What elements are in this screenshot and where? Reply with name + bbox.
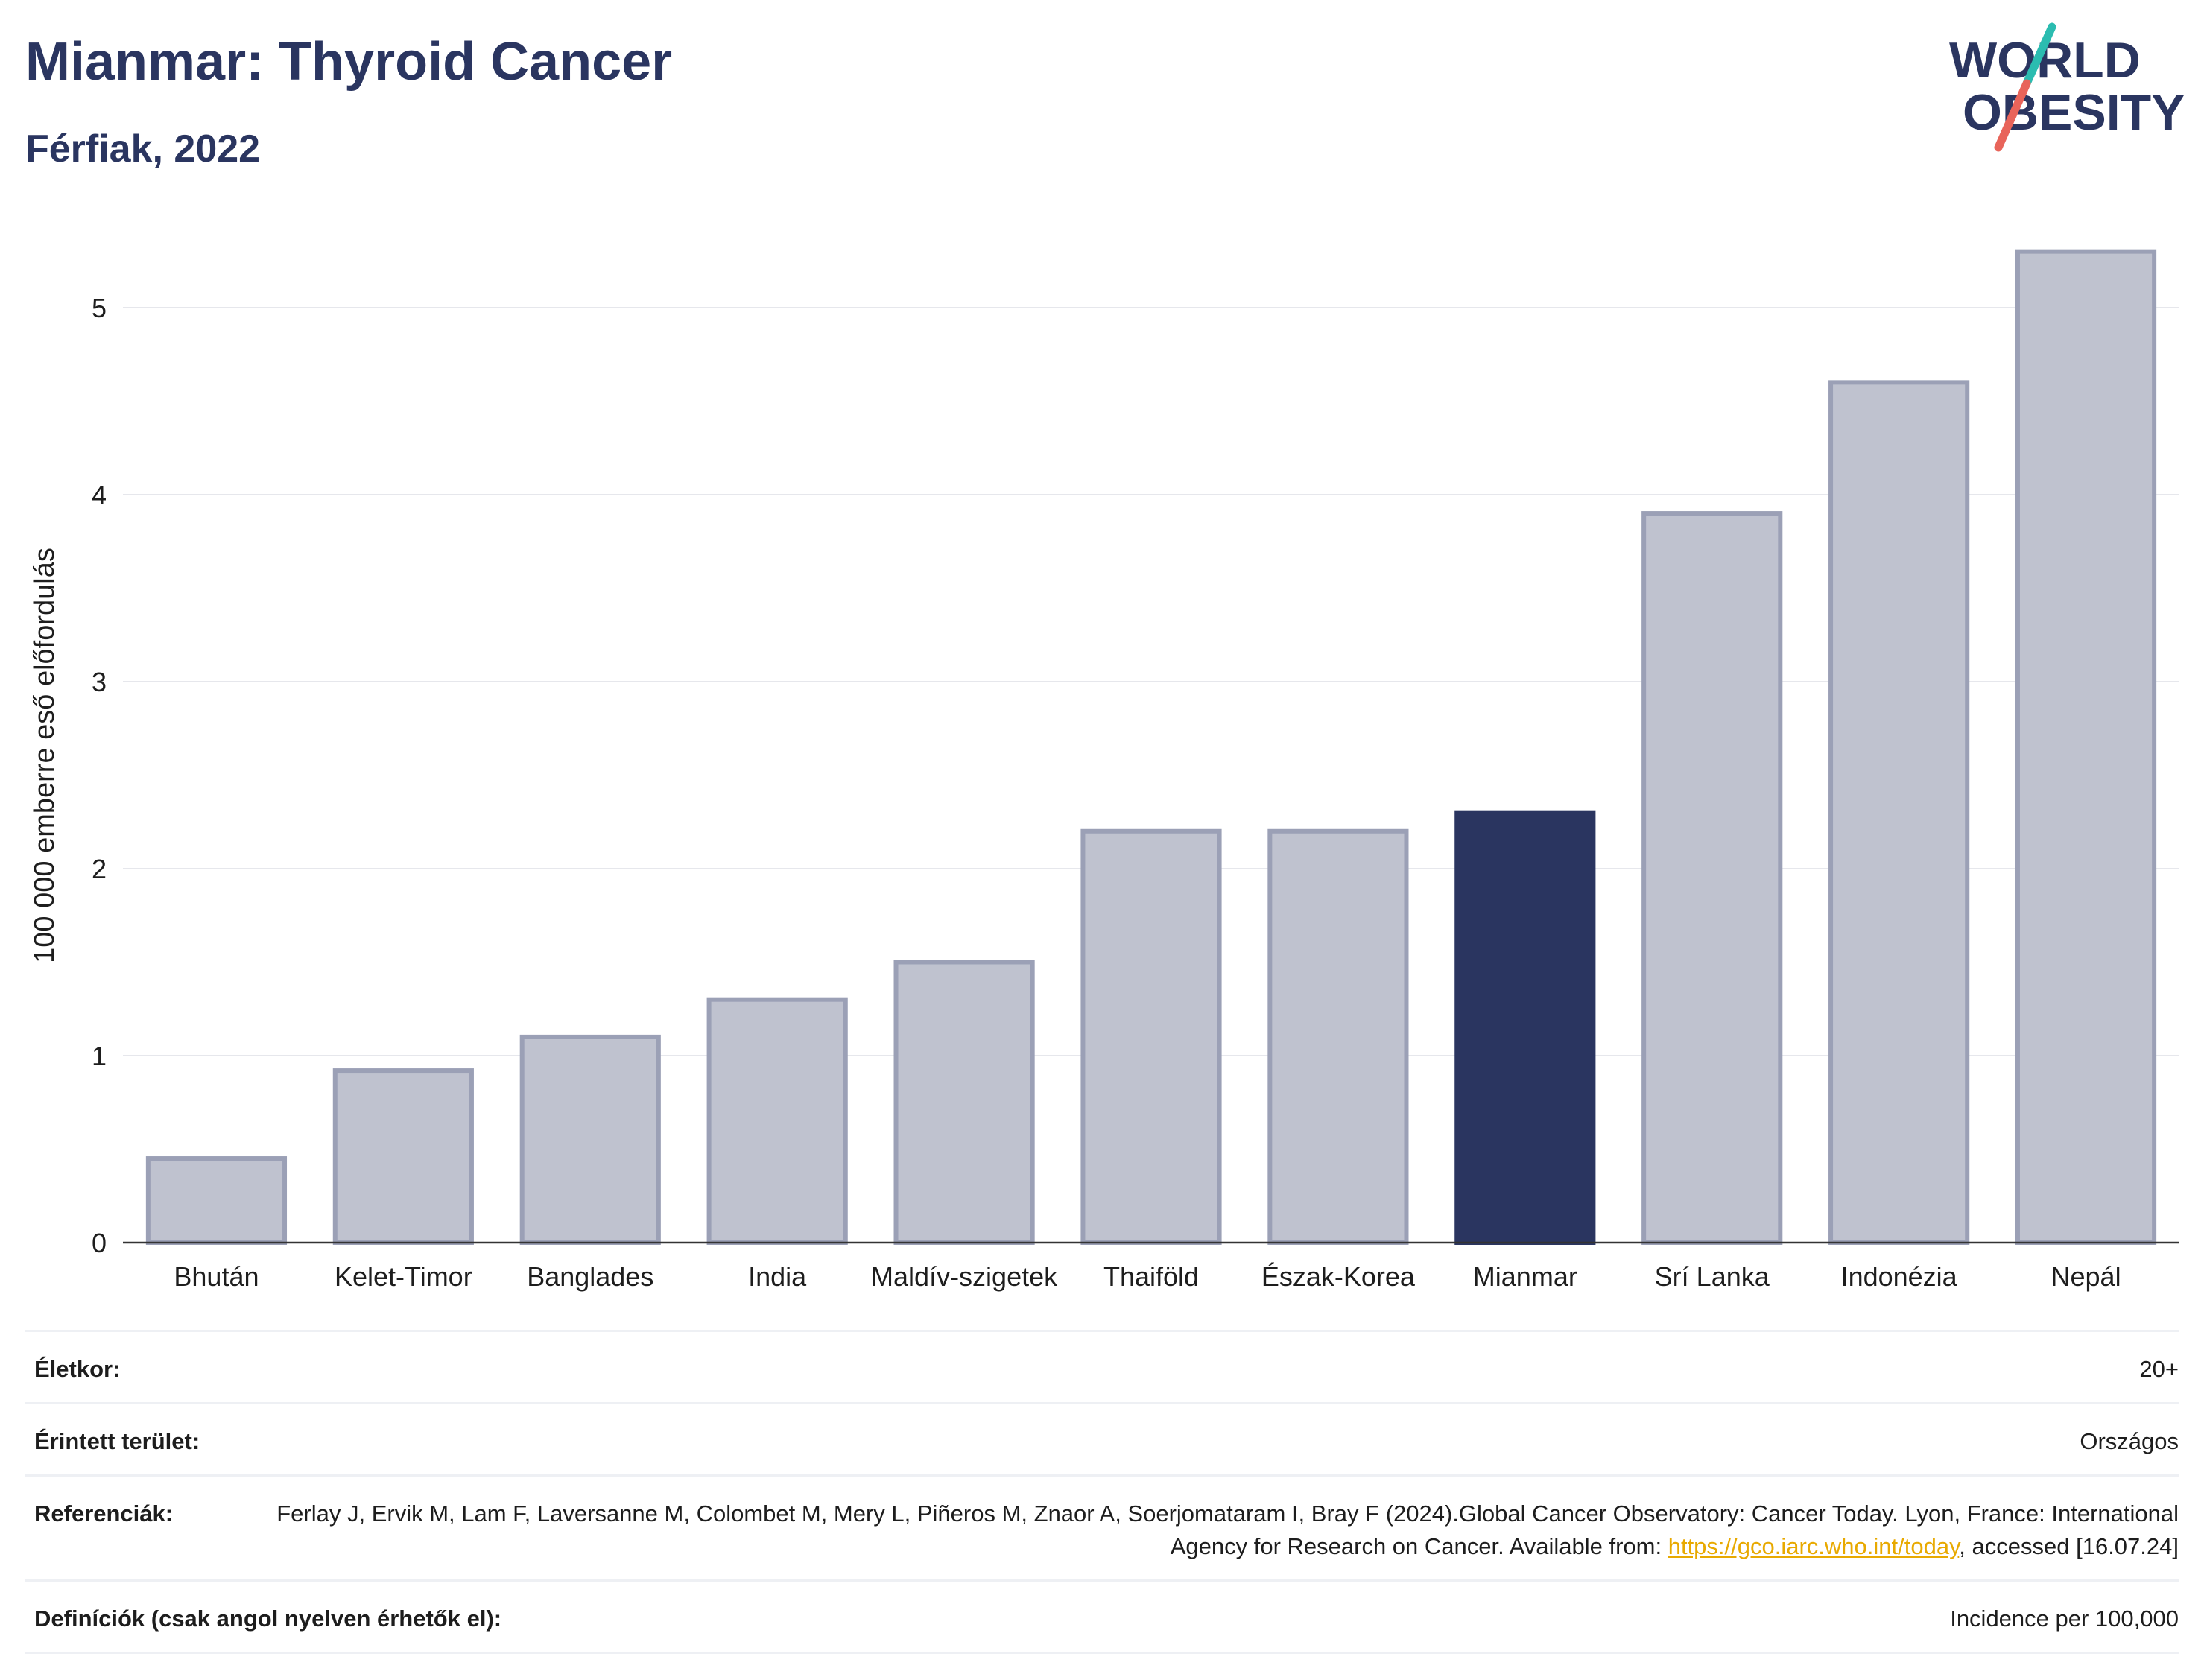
y-tick-label: 1 xyxy=(92,1041,107,1071)
meta-references-label: Referenciák: xyxy=(34,1500,174,1527)
meta-area-label: Érintett terület: xyxy=(34,1428,200,1454)
y-tick-label: 5 xyxy=(92,293,107,323)
meta-age-label: Életkor: xyxy=(34,1356,121,1382)
meta-references-value: Ferlay J, Ervik M, Lam F, Laversanne M, … xyxy=(173,1497,2179,1563)
x-tick-label: Bhután xyxy=(174,1261,259,1292)
y-tick-label: 4 xyxy=(92,480,107,510)
x-tick-label: Nepál xyxy=(2051,1261,2121,1292)
bar xyxy=(1641,511,1783,1245)
chart-subtitle: Férfiak, 2022 xyxy=(25,127,261,171)
x-tick-label: Mianmar xyxy=(1473,1261,1577,1292)
bar xyxy=(1454,810,1596,1246)
axes: 0 1 2 3 4 5 Bhután Kelet-Timor Banglades India Mal… xyxy=(92,293,2179,1292)
bar xyxy=(1828,380,1970,1245)
y-axis-label: 100 000 emberre eső előfordulás xyxy=(29,548,60,963)
x-tick-label: Észak-Korea xyxy=(1261,1261,1416,1292)
y-tick-label: 0 xyxy=(92,1228,107,1258)
logo-slash-bottom xyxy=(1994,79,2031,152)
bars xyxy=(145,249,2157,1246)
meta-area-value: Országos xyxy=(2080,1428,2179,1454)
reference-link[interactable]: https://gco.iarc.who.int/today xyxy=(1668,1533,1960,1559)
x-tick-label: Kelet-Timor xyxy=(335,1261,472,1292)
logo-text-obesity: OBESITY xyxy=(1963,84,2185,141)
bar xyxy=(706,997,848,1246)
bar xyxy=(1267,828,1409,1245)
x-tick-label: Srí Lanka xyxy=(1655,1261,1770,1292)
y-tick-label: 3 xyxy=(92,667,107,697)
reference-accessed: , accessed [16.07.24] xyxy=(1959,1533,2179,1559)
x-tick-label: Thaiföld xyxy=(1103,1261,1199,1292)
bar xyxy=(893,960,1035,1245)
x-tick-label: Banglades xyxy=(527,1261,653,1292)
x-tick-label: India xyxy=(748,1261,807,1292)
y-tick-label: 2 xyxy=(92,854,107,884)
reference-text: Ferlay J, Ervik M, Lam F, Laversanne M, … xyxy=(276,1500,2179,1559)
bar xyxy=(145,1156,288,1246)
meta-definitions-label: Definíciók (csak angol nyelven érhetők e… xyxy=(34,1605,502,1632)
bar xyxy=(2015,249,2157,1245)
x-tick-label: Maldív-szigetek xyxy=(871,1261,1058,1292)
bar xyxy=(1080,828,1222,1245)
logo-slash-top xyxy=(2022,22,2056,88)
bar xyxy=(519,1034,661,1245)
metadata-table: Életkor: 20+ Érintett terület: Országos … xyxy=(25,1330,2179,1654)
meta-definitions-value: Incidence per 100,000 xyxy=(1950,1605,2179,1632)
x-tick-label: Indonézia xyxy=(1841,1261,1958,1292)
meta-age-value: 20+ xyxy=(2139,1356,2179,1382)
meta-row-age: Életkor: 20+ xyxy=(25,1330,2179,1402)
world-obesity-logo: WORLD OBESITY xyxy=(1949,22,2185,152)
meta-row-area: Érintett terület: Országos xyxy=(25,1402,2179,1474)
meta-row-definitions: Definíciók (csak angol nyelven érhetők e… xyxy=(25,1579,2179,1654)
chart-title: Mianmar: Thyroid Cancer xyxy=(25,32,673,92)
meta-row-references: Referenciák: Ferlay J, Ervik M, Lam F, L… xyxy=(25,1474,2179,1579)
bar xyxy=(332,1068,474,1245)
bar-chart: 0 1 2 3 4 5 Bhután Kelet-Timor Banglades India Mal… xyxy=(29,249,2179,1292)
